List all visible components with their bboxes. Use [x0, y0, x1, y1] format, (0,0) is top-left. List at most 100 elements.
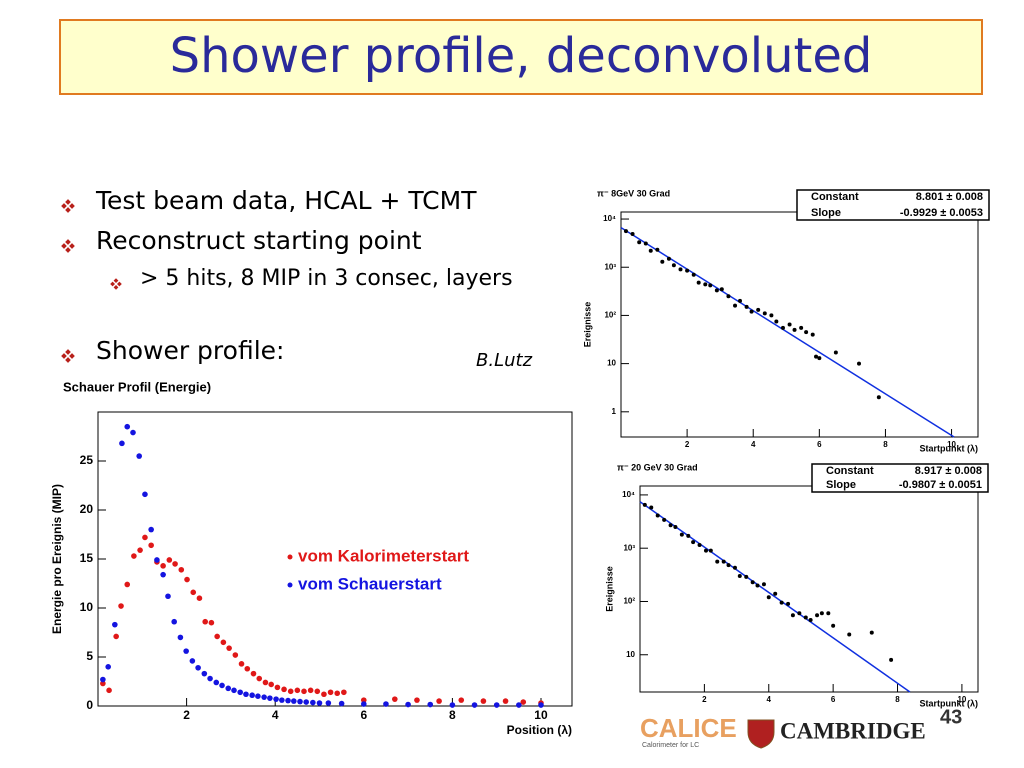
bullet-marker [116, 281, 122, 287]
data-point [165, 593, 171, 600]
data-point [889, 657, 894, 662]
university: CAMBRIDGE [780, 718, 926, 743]
data-point [697, 542, 702, 547]
data-point [100, 680, 106, 687]
data-point [516, 702, 522, 708]
x-tick-label: 10 [947, 440, 956, 449]
data-point [154, 557, 160, 563]
data-point [190, 589, 197, 596]
data-point [686, 533, 691, 538]
data-point [655, 513, 660, 518]
plot: Schauer Profil (Energie) Energie pro Erei… [50, 379, 573, 737]
data-point [637, 240, 642, 245]
data-point [106, 687, 112, 694]
data-point [113, 633, 119, 640]
bullet-marker [65, 357, 71, 363]
data-point [787, 322, 792, 327]
data-point [392, 696, 398, 702]
plot-frame [620, 211, 979, 438]
data-point [766, 595, 771, 600]
data-point [177, 634, 184, 641]
chart-title: Schauer Profil (Energie) [63, 379, 211, 394]
bullet: Test beam data, HCAL + TCMT [96, 186, 477, 215]
data-point [803, 615, 808, 620]
y-tick-label: 20 [80, 502, 94, 516]
data-point [815, 613, 820, 618]
data-point [321, 691, 327, 698]
logo-subtitle: Calorimeter for LC [642, 742, 699, 749]
bullet-marker [69, 203, 75, 209]
data-point [196, 595, 203, 601]
author: B.Lutz [476, 350, 533, 371]
data-point [708, 548, 713, 553]
data-point [100, 676, 106, 683]
y-tick-label: 5 [86, 649, 93, 663]
data-point [178, 566, 185, 573]
data-point [749, 309, 754, 314]
data-point [755, 583, 760, 588]
data-point [779, 600, 784, 605]
data-point [738, 298, 742, 303]
bullet-marker [65, 199, 71, 205]
data-point [703, 282, 708, 287]
data-point [214, 633, 220, 640]
data-point [662, 517, 667, 522]
data-point [124, 423, 131, 430]
data-point [232, 652, 239, 658]
data-point [166, 557, 173, 563]
stats-value: 8.917 ± 0.008 [915, 465, 982, 477]
y-tick-label: 10⁴ [622, 490, 635, 499]
data-point [294, 687, 301, 694]
data-point [773, 591, 778, 596]
data-point [207, 675, 213, 682]
crest [747, 719, 775, 749]
bullet-marker [69, 353, 75, 359]
data-point [297, 698, 303, 705]
y-tick-label: 10 [607, 359, 616, 368]
y-axis-label: Energie pro Ereignis (MIP) [50, 484, 64, 634]
data-point [493, 702, 500, 708]
data-point [666, 256, 671, 261]
data-point [668, 523, 673, 528]
data-point [268, 681, 275, 688]
data-point [721, 559, 726, 564]
data-point [341, 689, 347, 696]
bullet-marker [61, 203, 67, 209]
data-point [142, 491, 148, 498]
data-point [691, 272, 696, 277]
data-point [231, 687, 237, 694]
data-point [696, 280, 701, 285]
data-point [124, 581, 131, 588]
data-point [814, 354, 819, 359]
data-point [338, 700, 345, 707]
data-point [327, 689, 334, 696]
data-point [360, 701, 367, 707]
x-tick-label: 4 [767, 695, 772, 704]
data-point [183, 648, 189, 654]
x-tick-label: 6 [831, 695, 836, 704]
x-axis-label: Startpunkt (λ) [920, 443, 979, 453]
data-point [244, 665, 251, 672]
bullet-marker [65, 207, 71, 213]
data-point [427, 701, 434, 708]
data-point [119, 440, 125, 447]
data-point [137, 547, 143, 553]
data-point [831, 623, 836, 628]
x-tick-label: 10 [534, 708, 548, 722]
data-point [171, 618, 177, 625]
data-point [726, 563, 731, 568]
data-point [256, 675, 263, 682]
data-point [799, 325, 804, 330]
page-number: 43 [940, 706, 962, 728]
data-point [819, 611, 824, 616]
x-axis-label: Position (λ) [507, 723, 572, 737]
y-tick-label: 10³ [623, 543, 635, 552]
data-point [715, 559, 720, 564]
data-point [737, 574, 742, 579]
x-tick-label: 8 [449, 708, 456, 722]
chart-title: π⁻ 20 GeV 30 Grad [617, 462, 698, 472]
data-point [673, 524, 678, 529]
data-point [325, 700, 332, 706]
